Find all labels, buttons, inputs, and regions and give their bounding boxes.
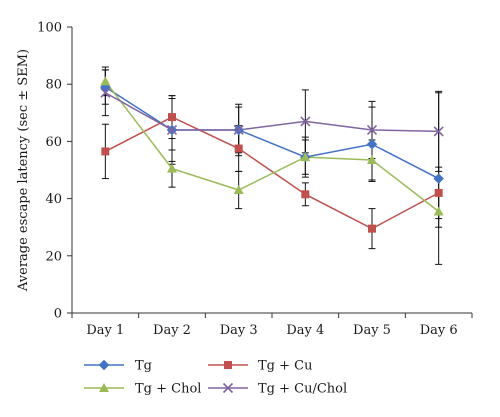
- y-tick-label: 100: [37, 21, 62, 36]
- data-point-tg-cu-chol: [166, 124, 178, 136]
- x-tick-label: Day 2: [153, 323, 191, 338]
- y-tick-label: 40: [45, 192, 62, 207]
- data-point-tg-cu: [234, 144, 243, 153]
- data-point-tg-chol: [167, 163, 177, 173]
- data-point-tg-chol: [233, 185, 244, 195]
- series-line-tg-cu-chol: [104, 92, 439, 133]
- x-marker-stroke: [233, 124, 244, 136]
- data-point-tg-cu-chol: [433, 126, 444, 137]
- legend-item-tg-cu: Tg + Cu: [208, 359, 312, 374]
- legend-marker: [224, 361, 232, 369]
- legend-label: Tg + Chol: [135, 382, 201, 397]
- data-point-tg-cu: [434, 188, 443, 197]
- data-point-tg-cu-chol: [300, 116, 311, 127]
- legend-label: Tg: [135, 359, 152, 374]
- x-tick-label: Day 1: [86, 323, 124, 338]
- data-point-tg-cu-chol: [233, 124, 244, 136]
- x-marker-stroke: [166, 124, 178, 136]
- x-marker-stroke: [300, 116, 311, 127]
- data-point-tg-chol: [367, 154, 377, 164]
- series-lines: [104, 80, 440, 230]
- x-marker-stroke: [366, 124, 378, 136]
- legend-label: Tg + Cu: [258, 359, 312, 374]
- x-ticks: Day 1 Day 2 Day 3 Day 4 Day 5 Day 6: [71, 313, 473, 338]
- data-point-tg: [433, 173, 445, 184]
- y-axis-title: Average escape latency (sec ± SEM): [16, 49, 31, 292]
- series-line-tg-chol: [104, 80, 440, 213]
- y-ticks: 0 20 40 60 80 100: [37, 21, 72, 322]
- legend-marker: [99, 383, 109, 392]
- data-point-tg-cu: [368, 224, 376, 233]
- error-bars: [101, 66, 443, 265]
- data-point-tg-cu: [101, 147, 110, 156]
- data-point-tg-cu: [168, 113, 176, 122]
- data-point-tg-cu: [301, 190, 310, 199]
- y-tick-label: 20: [45, 249, 62, 264]
- series-line-tg-cu: [104, 116, 440, 230]
- x-tick-label: Day 6: [420, 323, 458, 338]
- data-point-tg-chol: [300, 152, 311, 162]
- series-markers: [99, 76, 445, 233]
- legend-item-tg-chol: Tg + Chol: [84, 382, 201, 397]
- legend-label: Tg + Cu/Chol: [258, 382, 347, 397]
- x-tick-label: Day 4: [286, 323, 324, 338]
- x-marker-stroke: [100, 87, 111, 98]
- data-point-tg-cu-chol: [366, 124, 378, 136]
- x-tick-label: Day 5: [353, 323, 391, 338]
- data-point-tg-chol: [100, 76, 111, 86]
- x-marker-stroke: [222, 382, 234, 394]
- x-tick-label: Day 3: [220, 323, 258, 338]
- x-marker-stroke: [433, 126, 444, 137]
- legend-marker: [222, 382, 234, 394]
- y-tick-label: 0: [54, 307, 62, 322]
- legend-marker: [98, 359, 110, 371]
- legend: Tg Tg + Cu Tg + Chol Tg + Cu/Chol: [84, 359, 347, 397]
- legend-item-tg: Tg: [84, 359, 152, 374]
- data-point-tg-cu-chol: [100, 87, 111, 98]
- series-line-tg: [104, 86, 440, 180]
- y-tick-label: 80: [45, 78, 62, 93]
- data-point-tg-chol: [433, 206, 444, 216]
- legend-item-tg-cu-chol: Tg + Cu/Chol: [208, 382, 347, 397]
- data-point-tg: [366, 138, 378, 150]
- y-tick-label: 60: [45, 135, 62, 150]
